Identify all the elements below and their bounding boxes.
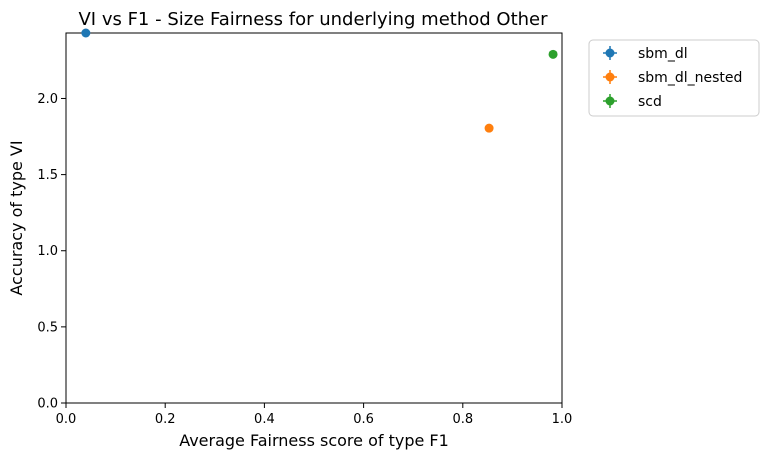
- y-tick-label: 2.0: [37, 92, 58, 107]
- legend-item-sbm-dl: sbm_dl: [603, 46, 688, 62]
- y-axis-ticks: 0.0 0.5 1.0 1.5 2.0: [37, 92, 66, 412]
- point-scd: [548, 49, 558, 59]
- legend-item-scd: scd: [603, 94, 662, 110]
- x-axis-label: Average Fairness score of type F1: [179, 431, 449, 450]
- chart-title: VI vs F1 - Size Fairness for underlying …: [78, 9, 548, 30]
- legend-item-sbm-dl-nested: sbm_dl_nested: [603, 70, 742, 86]
- x-tick-label: 0.0: [56, 412, 77, 427]
- legend-marker: [605, 96, 615, 106]
- x-tick-label: 1.0: [552, 412, 573, 427]
- y-tick-label: 1.0: [37, 244, 58, 259]
- data-points: [81, 28, 558, 133]
- y-tick-label: 0.5: [37, 320, 58, 335]
- x-tick-label: 0.2: [155, 412, 176, 427]
- plot-area-frame: [65, 32, 563, 404]
- y-tick-label: 1.5: [37, 168, 58, 183]
- x-axis-ticks: 0.0 0.2 0.4 0.6 0.8 1.0: [56, 403, 573, 427]
- legend-box: [588, 39, 760, 117]
- legend-marker: [605, 48, 615, 58]
- y-axis-label: Accuracy of type VI: [7, 140, 26, 295]
- legend-label: scd: [638, 94, 662, 110]
- legend-marker: [605, 72, 615, 82]
- x-tick-label: 0.8: [452, 412, 473, 427]
- x-tick-label: 0.6: [353, 412, 374, 427]
- point-sbm-dl-nested: [484, 123, 494, 133]
- y-tick-label: 0.0: [37, 397, 58, 412]
- legend-label: sbm_dl: [638, 46, 688, 62]
- legend-label: sbm_dl_nested: [638, 70, 742, 86]
- point-sbm-dl: [81, 28, 91, 38]
- x-tick-label: 0.4: [254, 412, 275, 427]
